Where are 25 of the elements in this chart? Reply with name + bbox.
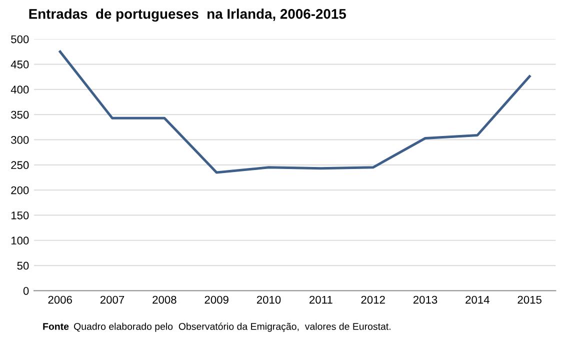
x-tick-label: 2015 (518, 296, 542, 304)
x-tick-label: 2008 (152, 296, 176, 304)
x-tick-label: 2009 (204, 296, 228, 304)
x-tick-label: 2010 (256, 296, 281, 304)
y-tick-label: 50 (17, 262, 29, 270)
y-tick-label: 100 (11, 236, 29, 245)
y-tick-label: 150 (11, 211, 29, 220)
x-tick-label: 2006 (48, 296, 72, 304)
chart-title: Entradas de portugueses na Irlanda, 2006-2015 (29, 8, 346, 22)
x-tick-label: 2007 (100, 296, 124, 304)
x-tick-label: 2014 (466, 296, 490, 304)
text: Fonte (43, 323, 69, 330)
y-tick-label: 350 (11, 110, 29, 119)
x-tick-label: 2011 (310, 296, 332, 304)
y-tick-label: 200 (11, 186, 29, 194)
y-tick-label: 0 (23, 286, 29, 295)
y-tick-label: 300 (11, 136, 29, 144)
x-tick-label: 2013 (413, 296, 438, 304)
x-tick-label: 2012 (361, 296, 385, 304)
y-tick-label: 500 (11, 35, 29, 44)
line-series (58, 50, 531, 174)
y-tick-label: 250 (11, 161, 29, 170)
text: Quadro elaborado pelo Observatório da Emigração, valores de Eurostat. (74, 322, 390, 332)
y-tick-label: 400 (10, 86, 29, 94)
y-tick-label: 450 (10, 60, 29, 68)
